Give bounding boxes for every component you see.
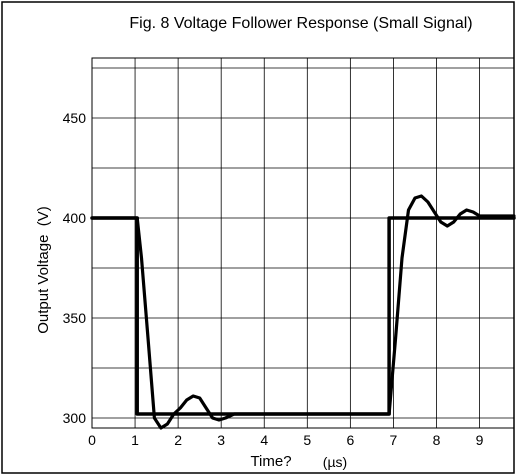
x-tick-label-6: 6 <box>346 432 354 448</box>
grid <box>92 58 514 428</box>
x-tick-label-3: 3 <box>217 432 225 448</box>
x-tick-label-1: 1 <box>131 432 139 448</box>
x-tick-label-7: 7 <box>390 432 398 448</box>
x-tick-label-4: 4 <box>260 432 268 448</box>
y-tick-label-400: 400 <box>63 210 87 226</box>
x-tick-label-9: 9 <box>476 432 484 448</box>
x-axis-unit: (µs) <box>323 454 347 470</box>
y-axis-label: Output Voltage (V) <box>35 206 52 334</box>
x-axis-label: Time? <box>250 453 291 470</box>
y-tick-label-450: 450 <box>63 110 87 126</box>
y-tick-labels: 300 350 400 450 <box>63 110 87 426</box>
x-tick-label-2: 2 <box>174 432 182 448</box>
x-tick-labels: 0 1 2 3 4 5 6 7 8 9 <box>88 432 484 448</box>
y-tick-label-300: 300 <box>63 410 87 426</box>
plot-frame <box>91 57 515 429</box>
x-tick-label-5: 5 <box>303 432 311 448</box>
series-line-output <box>90 194 516 430</box>
x-tick-label-8: 8 <box>433 432 441 448</box>
x-tick-label-0: 0 <box>88 432 96 448</box>
series <box>90 194 516 430</box>
y-tick-label-350: 350 <box>63 310 87 326</box>
chart-title: Fig. 8 Voltage Follower Response (Small … <box>129 15 472 32</box>
